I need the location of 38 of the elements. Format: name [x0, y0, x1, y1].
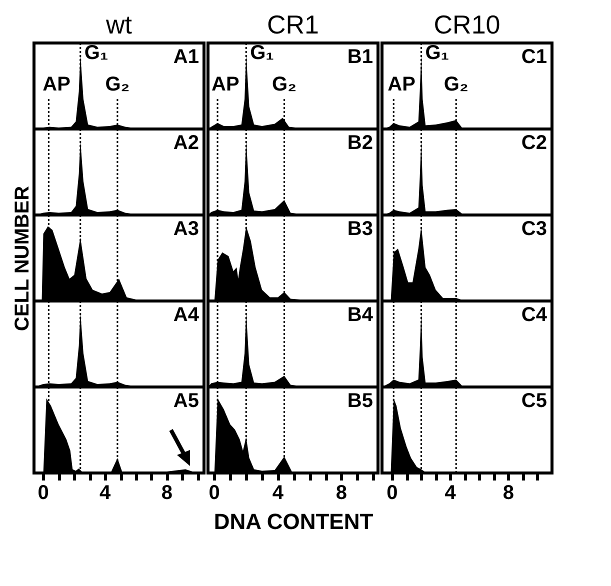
annotation: C5	[521, 390, 547, 412]
ref-line-label: AP	[212, 74, 240, 96]
ref-line-label: G₁	[84, 42, 108, 64]
ref-line-label: AP	[388, 74, 416, 96]
annotation: C3	[521, 218, 547, 240]
annotation: C4	[521, 304, 548, 326]
ref-line-label: G₂	[105, 74, 130, 96]
annotation: B5	[347, 390, 373, 412]
annotation: C2	[521, 132, 547, 154]
ref-line-label: AP	[42, 74, 70, 96]
annotation: A5	[173, 390, 199, 412]
x-tick-label: 0	[208, 482, 220, 504]
x-axis-title: DNA CONTENT	[214, 509, 374, 534]
x-tick-label: 4	[444, 482, 457, 504]
ref-line-label: G₁	[425, 42, 450, 64]
annotation: C1	[521, 46, 547, 68]
annotation: A2	[173, 132, 199, 154]
annotation: B4	[347, 304, 374, 326]
ref-line-label: G₂	[272, 74, 296, 96]
chart-title: CR1	[266, 9, 320, 40]
ref-line-label: G₂	[444, 74, 468, 96]
annotation: A3	[173, 218, 199, 240]
annotation: B3	[347, 218, 373, 240]
y-axis-title: CELL NUMBER	[12, 185, 34, 332]
x-tick-label: 8	[502, 482, 514, 504]
x-tick-label: 4	[272, 482, 284, 504]
annotation: B1	[347, 46, 373, 68]
annotation: B2	[347, 132, 373, 154]
annotation: A4	[173, 304, 200, 326]
x-tick-label: 8	[336, 482, 348, 504]
x-tick-label: 0	[386, 482, 398, 504]
x-tick-label: 8	[161, 482, 172, 504]
chart-title: wt	[105, 9, 133, 40]
x-tick-label: 0	[38, 482, 49, 504]
ref-line-label: G₁	[250, 42, 274, 64]
chart-title: CR10	[434, 9, 500, 40]
x-tick-label: 4	[100, 482, 112, 504]
annotation: A1	[173, 46, 199, 68]
